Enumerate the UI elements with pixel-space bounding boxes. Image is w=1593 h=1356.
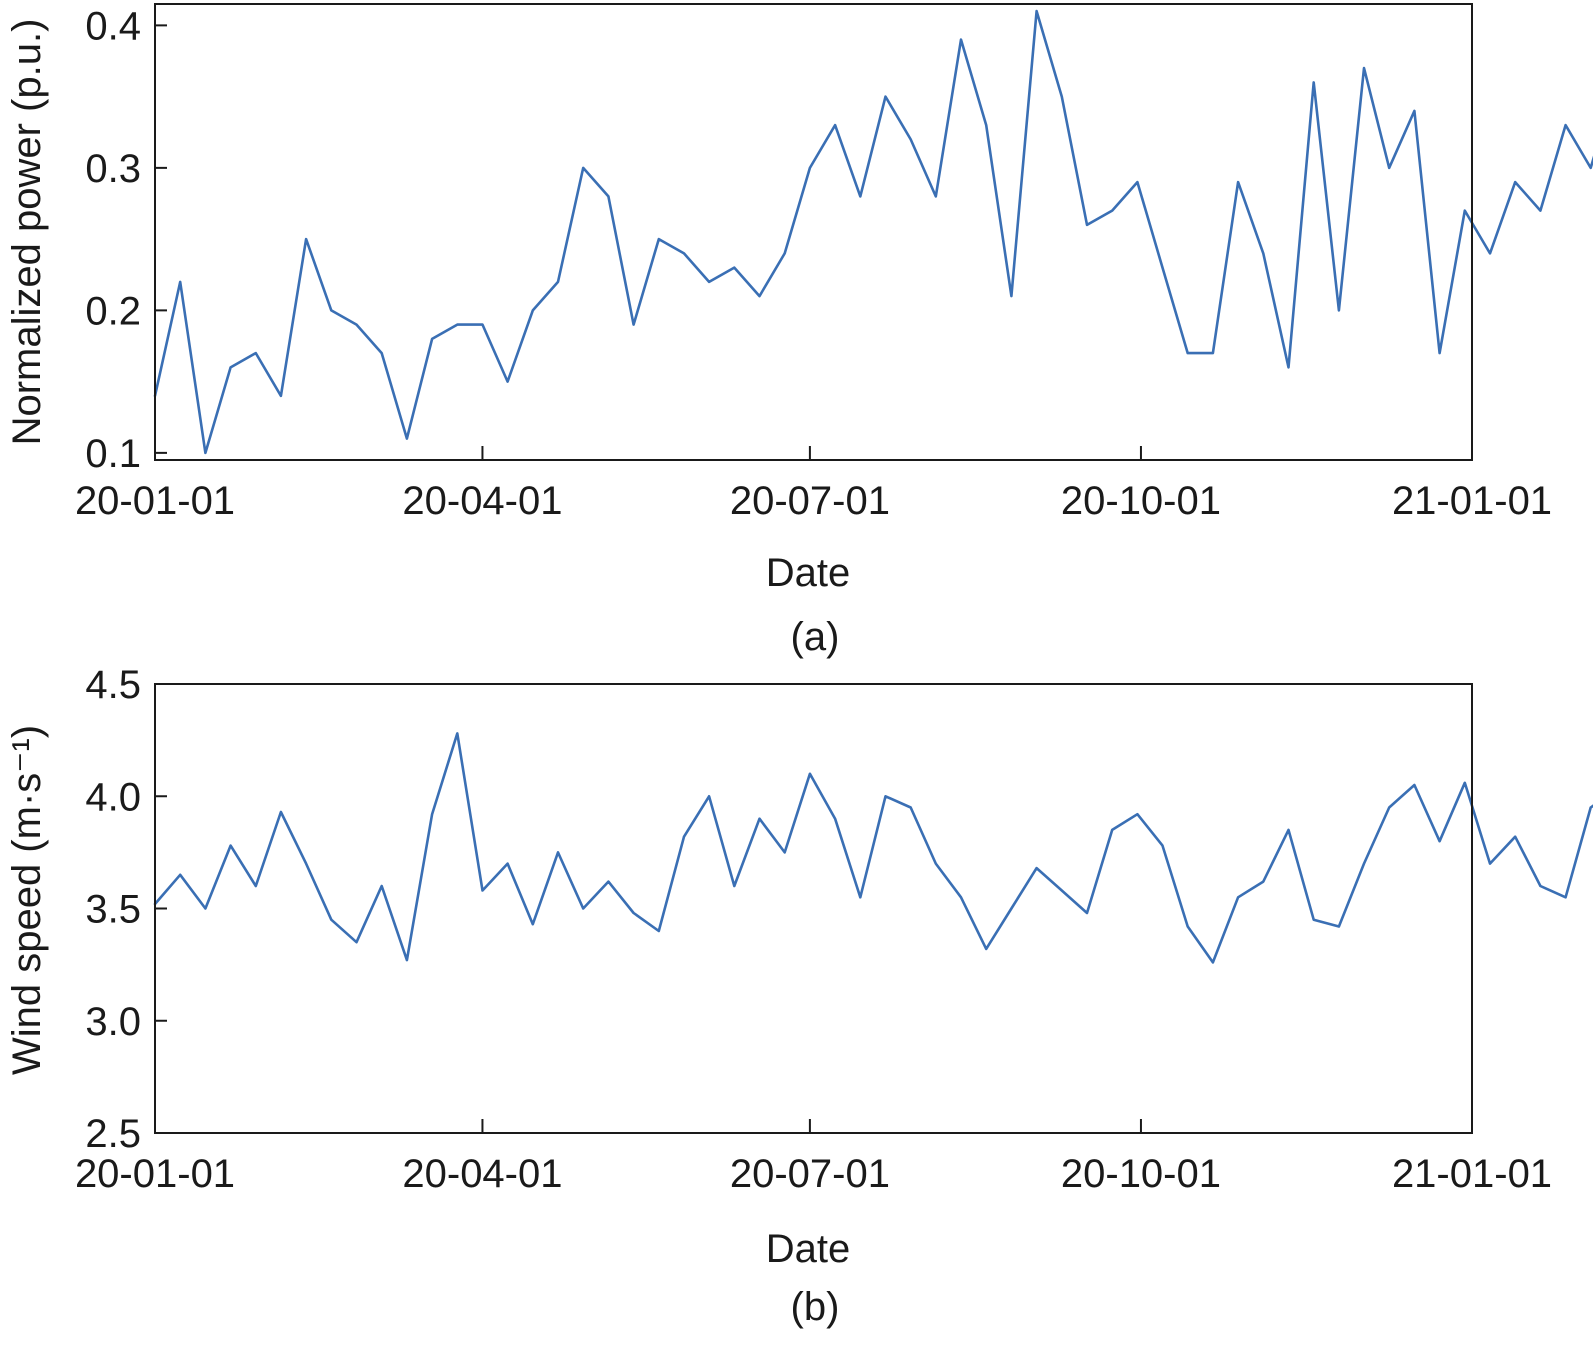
x-tick-label-a-0: 20-01-01 — [75, 479, 235, 523]
y-tick-label-a-2: 0.3 — [85, 147, 141, 191]
panel-caption-a: (a) — [791, 615, 840, 659]
series-line-b-0 — [153, 732, 1593, 964]
plot-area-b — [153, 732, 1593, 964]
y-axis-label-b: Wind speed (m·s⁻¹) — [5, 725, 49, 1075]
x-axis-label-b: Date — [766, 1227, 851, 1271]
y-ticks-b: 2.5 3.0 3.5 4.0 4.5 — [85, 663, 167, 1156]
panel-caption-b: (b) — [791, 1285, 840, 1329]
y-tick-label-a-1: 0.2 — [85, 289, 141, 333]
x-tick-label-b-3: 20-10-01 — [1061, 1152, 1221, 1196]
series-line-a-0 — [153, 9, 1593, 455]
x-tick-label-b-2: 20-07-01 — [730, 1152, 890, 1196]
plot-frame-b — [154, 683, 1473, 1134]
y-ticks-a: 0.1 0.2 0.3 0.4 — [85, 4, 167, 476]
x-tick-label-a-1: 20-04-01 — [402, 479, 562, 523]
plot-frame-a — [154, 3, 1473, 461]
y-tick-label-b-4: 4.5 — [85, 663, 141, 707]
y-axis-label-a: Normalized power (p.u.) — [5, 19, 49, 446]
chart-b: 20-01-01 20-04-01 20-07-01 20-10-01 21-01-01… — [5, 663, 1593, 1329]
x-axis-label-a: Date — [766, 551, 851, 595]
y-tick-label-b-1: 3.0 — [85, 1000, 141, 1044]
x-ticks-a: 20-01-01 20-04-01 20-07-01 20-10-01 21-01-01 — [75, 446, 1552, 523]
chart-a: 20-01-01 20-04-01 20-07-01 20-10-01 21-01-01… — [5, 3, 1593, 659]
y-tick-label-a-3: 0.4 — [85, 4, 141, 48]
y-tick-label-b-2: 3.5 — [85, 888, 141, 932]
x-tick-label-b-4: 21-01-01 — [1392, 1152, 1552, 1196]
y-tick-label-b-3: 4.0 — [85, 775, 141, 819]
x-ticks-b: 20-01-01 20-04-01 20-07-01 20-10-01 21-01-01 — [75, 1119, 1552, 1196]
x-tick-label-a-3: 20-10-01 — [1061, 479, 1221, 523]
plot-area-a — [153, 9, 1593, 455]
y-tick-label-b-0: 2.5 — [85, 1112, 141, 1156]
x-tick-label-b-0: 20-01-01 — [75, 1152, 235, 1196]
x-tick-label-a-2: 20-07-01 — [730, 479, 890, 523]
y-tick-label-a-0: 0.1 — [85, 432, 141, 476]
x-tick-label-b-1: 20-04-01 — [402, 1152, 562, 1196]
x-tick-label-a-4: 21-01-01 — [1392, 479, 1552, 523]
